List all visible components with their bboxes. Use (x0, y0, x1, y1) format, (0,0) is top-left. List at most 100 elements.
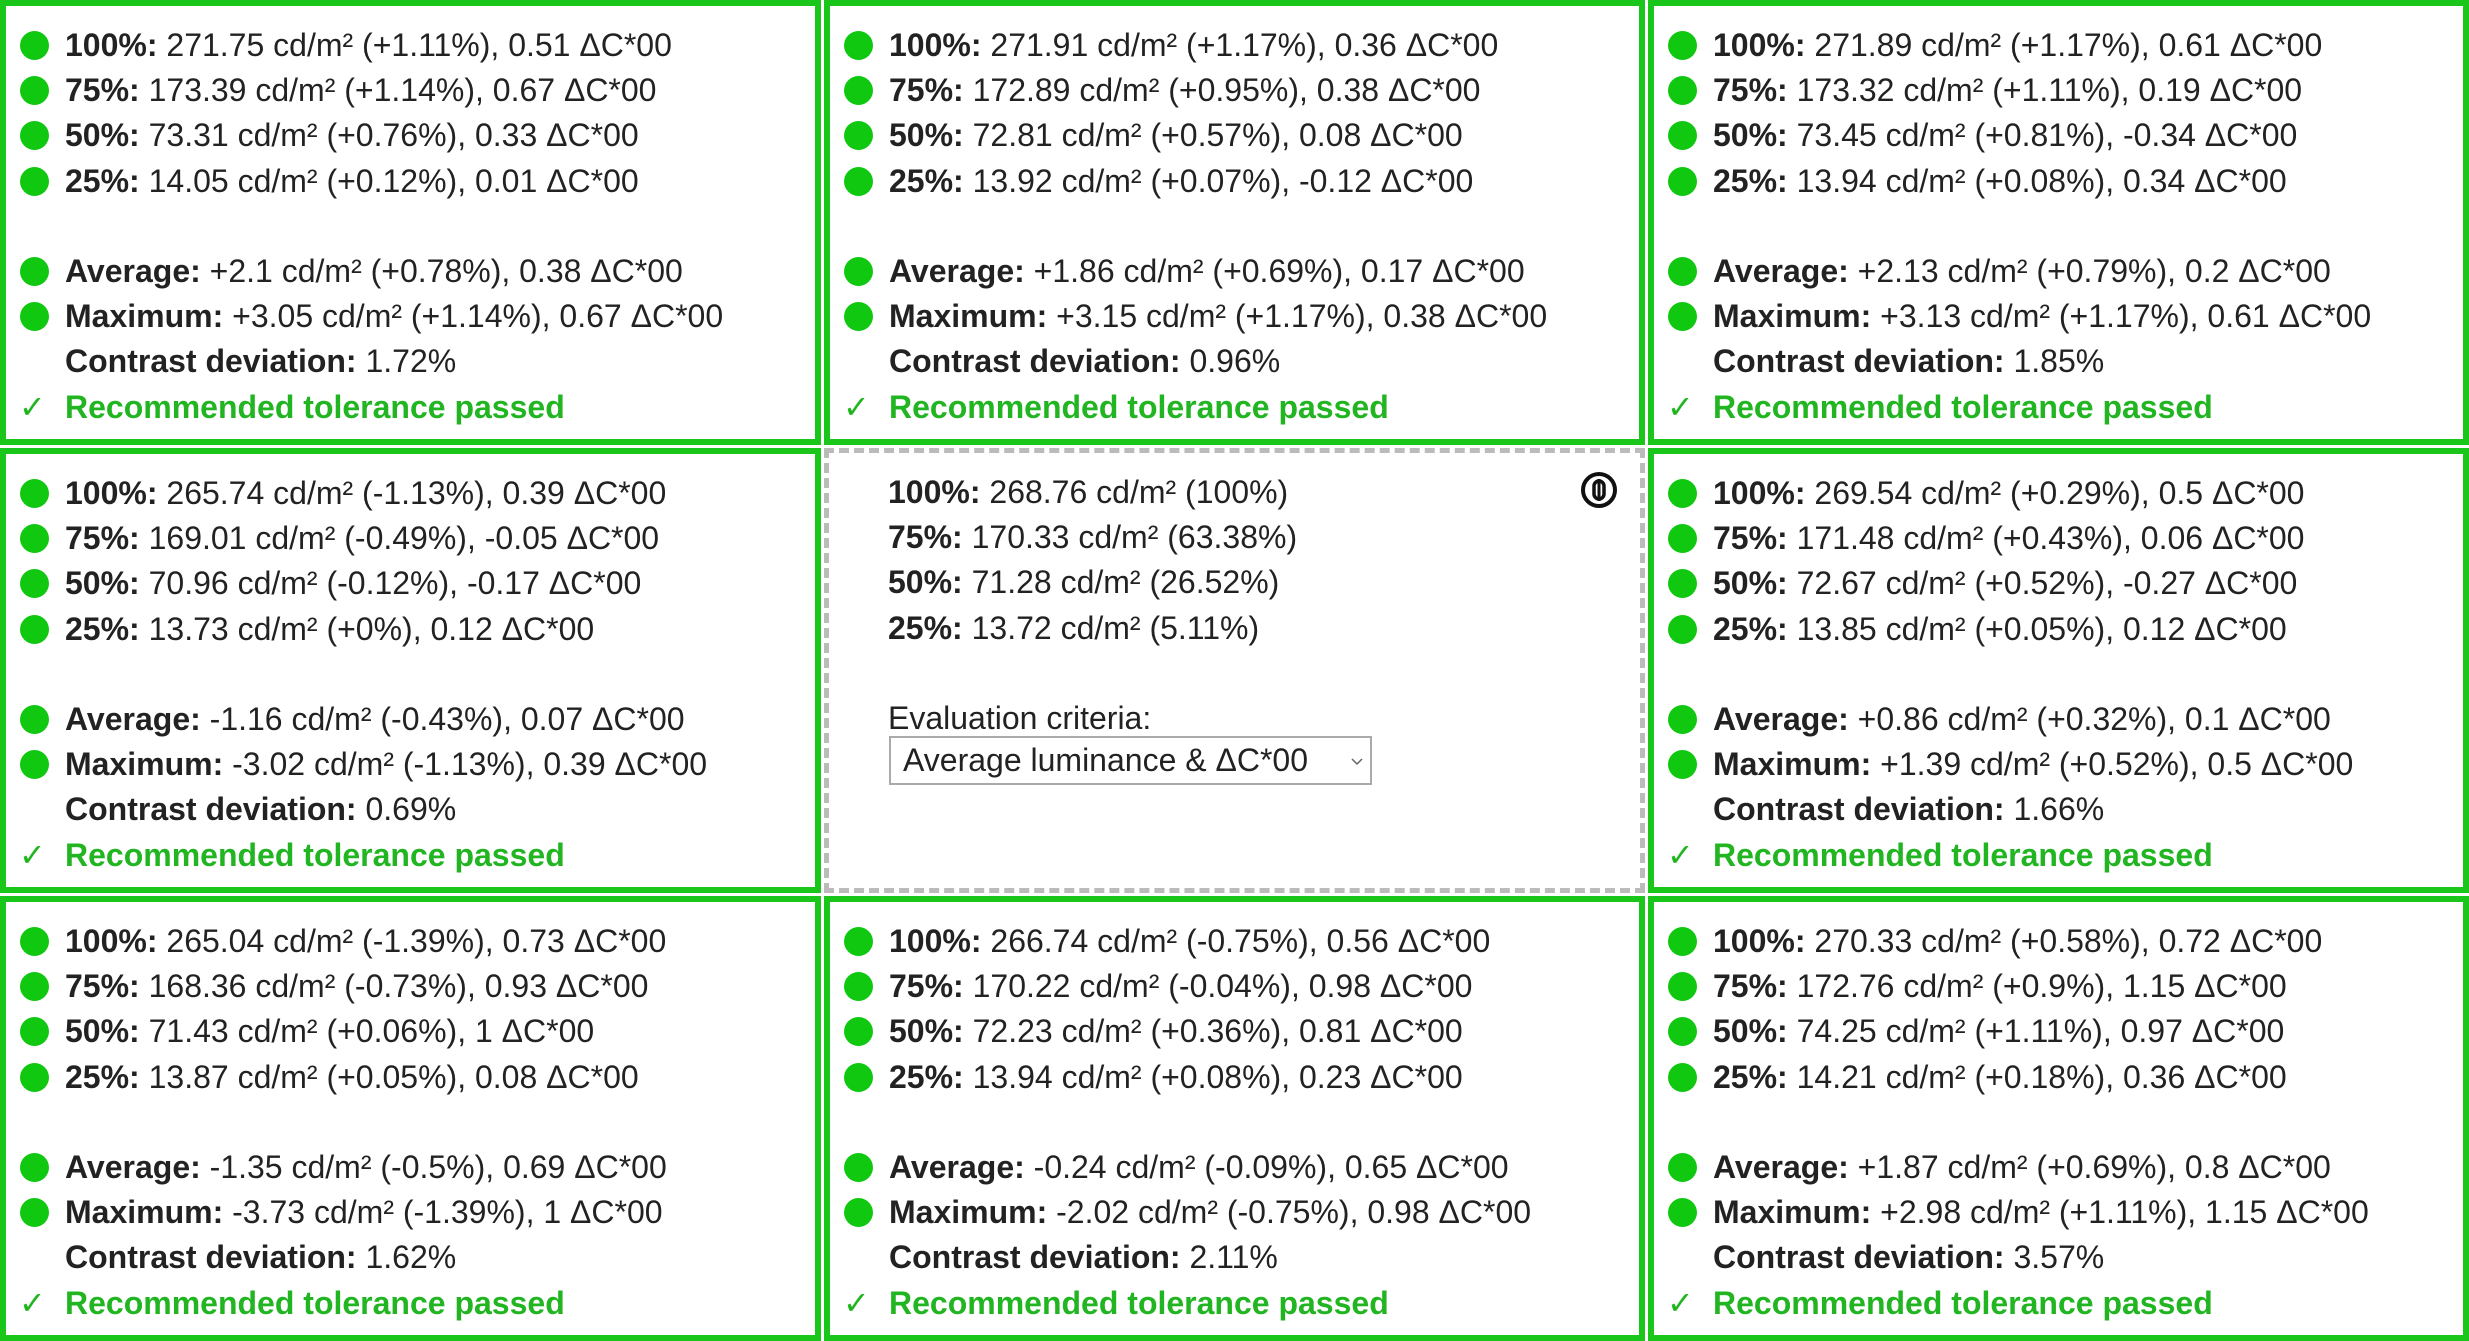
result-text: Recommended tolerance passed (1713, 1284, 2213, 1321)
summary-row: Average: +1.87 cd/m² (+0.69%), 0.8 ΔC*00 (1668, 1145, 2331, 1190)
selected-option: Average luminance & ΔC*00 (903, 742, 1309, 778)
check-mark: ✓ (843, 1284, 870, 1321)
status-dot (1668, 1153, 1697, 1182)
result-text: Recommended tolerance passed (889, 388, 1389, 425)
status-dot (844, 1198, 873, 1228)
value-text: -3.73 cd/m² (-1.39%), 1 ΔC*00 (232, 1194, 663, 1231)
value-text: +1.39 cd/m² (+0.52%), 0.5 ΔC*00 (1880, 746, 2354, 783)
measurement-row: 50%: 71.43 cd/m² (+0.06%), 1 ΔC*00 (20, 1009, 594, 1054)
label: Contrast deviation: (1713, 1239, 2005, 1276)
contrast-row: Contrast deviation: 1.85% (1713, 339, 2104, 384)
value-text: 269.54 cd/m² (+0.29%), 0.5 ΔC*00 (1814, 475, 2305, 511)
label: 25%: (65, 162, 140, 199)
status-dot (1668, 569, 1697, 599)
value-text: 72.23 cd/m² (+0.36%), 0.81 ΔC*00 (972, 1013, 1463, 1050)
result-row: ✓ Recommended tolerance passed (843, 385, 1389, 430)
label: 50%: (889, 1013, 964, 1050)
value-text: +2.98 cd/m² (+1.11%), 1.15 ΔC*00 (1880, 1194, 2369, 1231)
label: Maximum: (65, 298, 224, 335)
value-text: 13.92 cd/m² (+0.07%), -0.12 ΔC*00 (972, 162, 1474, 199)
value-text: +3.05 cd/m² (+1.14%), 0.67 ΔC*00 (232, 298, 724, 335)
label: Average: (65, 1149, 201, 1185)
value-text: 74.25 cd/m² (+1.11%), 0.97 ΔC*00 (1796, 1013, 2285, 1050)
label: 100%: (1713, 27, 1806, 63)
label: 50%: (1713, 565, 1788, 602)
value-text: +1.86 cd/m² (+0.69%), 0.17 ΔC*00 (1033, 253, 1525, 289)
status-dot (20, 614, 49, 644)
label: Contrast deviation: (889, 343, 1181, 380)
measurement-row: 75%: 171.48 cd/m² (+0.43%), 0.06 ΔC*00 (1668, 516, 2304, 561)
value-text: +2.13 cd/m² (+0.79%), 0.2 ΔC*00 (1857, 253, 2331, 289)
label: 75%: (65, 968, 140, 1005)
value-text: 13.73 cd/m² (+0%), 0.12 ΔC*00 (148, 610, 595, 647)
label: 25%: (65, 610, 140, 647)
value-text: 13.72 cd/m² (5.11%) (971, 609, 1260, 646)
measurement-row: 25%: 13.85 cd/m² (+0.05%), 0.12 ΔC*00 (1668, 607, 2287, 652)
contrast-row: Contrast deviation: 3.57% (1713, 1235, 2104, 1280)
status-dot (20, 257, 49, 286)
value-text: 13.94 cd/m² (+0.08%), 0.34 ΔC*00 (1796, 162, 2287, 199)
label: 50%: (888, 564, 963, 601)
status-dot (20, 31, 49, 60)
value-text: -1.35 cd/m² (-0.5%), 0.69 ΔC*00 (209, 1149, 667, 1185)
value-text: 71.28 cd/m² (26.52%) (971, 564, 1280, 601)
result-row: ✓ Recommended tolerance passed (19, 385, 565, 430)
measurement-row: 50%: 70.96 cd/m² (-0.12%), -0.17 ΔC*00 (20, 561, 641, 606)
measurement-row: 50%: 73.31 cd/m² (+0.76%), 0.33 ΔC*00 (20, 113, 639, 158)
summary-row: Maximum: +2.98 cd/m² (+1.11%), 1.15 ΔC*0… (1668, 1190, 2369, 1235)
label: Contrast deviation: (1713, 791, 2005, 828)
measurement-cell: 100%: 271.91 cd/m² (+1.17%), 0.36 ΔC*00 7… (824, 0, 1645, 445)
summary-row: Average: +0.86 cd/m² (+0.32%), 0.1 ΔC*00 (1668, 697, 2331, 742)
status-dot (20, 569, 49, 599)
check-mark: ✓ (843, 388, 870, 425)
label: Average: (65, 253, 201, 289)
label: Maximum: (1713, 746, 1872, 783)
measurement-row: 50%: 73.45 cd/m² (+0.81%), -0.34 ΔC*00 (1668, 113, 2298, 158)
status-dot (20, 166, 49, 196)
result-row: ✓ Recommended tolerance passed (19, 833, 565, 878)
measurement-row: 25%: 13.92 cd/m² (+0.07%), -0.12 ΔC*00 (844, 159, 1474, 204)
value-text: 265.74 cd/m² (-1.13%), 0.39 ΔC*00 (166, 475, 667, 511)
status-dot (844, 927, 873, 956)
value-text: 270.33 cd/m² (+0.58%), 0.72 ΔC*00 (1814, 923, 2323, 959)
status-dot (1668, 121, 1697, 151)
label: 25%: (1713, 162, 1788, 199)
check-mark: ✓ (1667, 388, 1694, 425)
measurement-row: 100%: 269.54 cd/m² (+0.29%), 0.5 ΔC*00 (1668, 471, 2305, 516)
value-text: 3.57% (2013, 1239, 2105, 1276)
measurement-cell: 100%: 265.04 cd/m² (-1.39%), 0.73 ΔC*00 7… (0, 896, 821, 1341)
status-dot (1668, 31, 1697, 60)
criteria-select[interactable]: Average luminance & ΔC*00 (889, 736, 1372, 785)
measurement-row: 75%: 172.89 cd/m² (+0.95%), 0.38 ΔC*00 (844, 68, 1480, 113)
contrast-row: Contrast deviation: 1.62% (65, 1235, 456, 1280)
result-row: ✓ Recommended tolerance passed (19, 1281, 565, 1326)
label: 25%: (1713, 610, 1788, 647)
measurement-row: 75%: 173.39 cd/m² (+1.14%), 0.67 ΔC*00 (20, 68, 656, 113)
label: 100%: (1713, 475, 1806, 511)
result-text: Recommended tolerance passed (1713, 388, 2213, 425)
result-text: Recommended tolerance passed (65, 1284, 565, 1321)
contrast-row: Contrast deviation: 1.72% (65, 339, 456, 384)
status-dot (20, 972, 49, 1002)
result-text: Recommended tolerance passed (65, 388, 565, 425)
value-text: 0.69% (365, 791, 457, 828)
label: Maximum: (65, 1194, 224, 1231)
summary-row: Average: -1.16 cd/m² (-0.43%), 0.07 ΔC*0… (20, 697, 685, 742)
measurement-row: 25%: 13.73 cd/m² (+0%), 0.12 ΔC*00 (20, 607, 595, 652)
measurement-row: 100%: 266.74 cd/m² (-0.75%), 0.56 ΔC*00 (844, 919, 1490, 964)
value-text: -0.24 cd/m² (-0.09%), 0.65 ΔC*00 (1033, 1149, 1509, 1185)
status-dot (20, 121, 49, 151)
label: 100%: (65, 27, 158, 63)
value-text: 1.66% (2013, 791, 2105, 828)
status-dot (844, 166, 873, 196)
status-dot (20, 705, 49, 734)
label: 50%: (889, 117, 964, 154)
value-text: 73.45 cd/m² (+0.81%), -0.34 ΔC*00 (1796, 117, 2298, 154)
label: 25%: (888, 609, 963, 646)
value-text: 1.72% (365, 343, 457, 380)
status-dot (844, 76, 873, 106)
label: 25%: (889, 162, 964, 199)
label: 75%: (888, 519, 963, 556)
label: 50%: (65, 565, 140, 602)
value-text: 169.01 cd/m² (-0.49%), -0.05 ΔC*00 (148, 520, 660, 557)
